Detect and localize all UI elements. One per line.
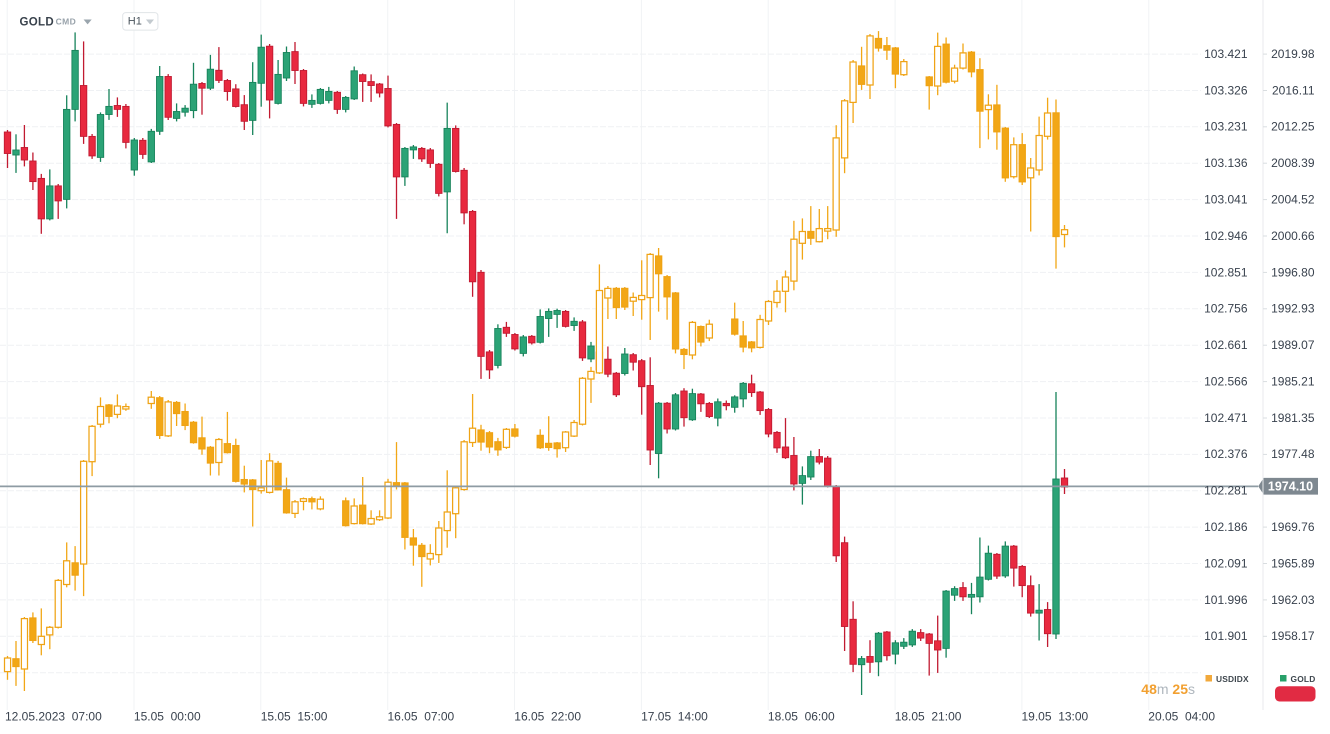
svg-text:1958.17: 1958.17 xyxy=(1271,629,1315,643)
svg-text:1969.76: 1969.76 xyxy=(1271,520,1315,534)
svg-text:1992.93: 1992.93 xyxy=(1271,302,1315,316)
svg-text:101.996: 101.996 xyxy=(1204,593,1248,607)
svg-text:16.05 07:00: 16.05 07:00 xyxy=(388,709,455,723)
svg-text:18.05 21:00: 18.05 21:00 xyxy=(895,709,962,723)
svg-text:101.901: 101.901 xyxy=(1204,629,1248,643)
svg-text:2000.66: 2000.66 xyxy=(1271,229,1315,243)
svg-text:1962.03: 1962.03 xyxy=(1271,593,1315,607)
svg-text:18.05 06:00: 18.05 06:00 xyxy=(768,709,835,723)
svg-text:102.566: 102.566 xyxy=(1204,375,1248,389)
svg-text:103.041: 103.041 xyxy=(1204,193,1248,207)
svg-text:USDIDX: USDIDX xyxy=(1216,674,1249,684)
svg-text:103.136: 103.136 xyxy=(1204,156,1248,170)
svg-text:16.05 22:00: 16.05 22:00 xyxy=(514,709,581,723)
svg-text:1965.89: 1965.89 xyxy=(1271,556,1315,570)
svg-text:12.05.2023 07:00: 12.05.2023 07:00 xyxy=(5,709,102,723)
svg-text:103.231: 103.231 xyxy=(1204,120,1248,134)
svg-text:1981.35: 1981.35 xyxy=(1271,411,1315,425)
svg-text:17.05 14:00: 17.05 14:00 xyxy=(641,709,708,723)
svg-text:102.471: 102.471 xyxy=(1204,411,1248,425)
svg-text:102.186: 102.186 xyxy=(1204,520,1248,534)
svg-text:GOLD: GOLD xyxy=(1291,674,1316,684)
svg-text:102.661: 102.661 xyxy=(1204,338,1248,352)
svg-text:102.756: 102.756 xyxy=(1204,302,1248,316)
svg-text:H1: H1 xyxy=(128,16,142,28)
svg-text:1974.10: 1974.10 xyxy=(1268,480,1313,494)
svg-text:102.281: 102.281 xyxy=(1204,484,1248,498)
svg-text:1985.21: 1985.21 xyxy=(1271,375,1315,389)
svg-text:103.326: 103.326 xyxy=(1204,83,1248,97)
svg-text:2016.11: 2016.11 xyxy=(1272,83,1315,97)
svg-text:102.376: 102.376 xyxy=(1204,447,1248,461)
svg-text:19.05 13:00: 19.05 13:00 xyxy=(1022,709,1089,723)
svg-text:102.946: 102.946 xyxy=(1204,229,1248,243)
svg-text:15.05 00:00: 15.05 00:00 xyxy=(134,709,201,723)
svg-text:102.851: 102.851 xyxy=(1204,265,1248,279)
svg-text:103.421: 103.421 xyxy=(1204,47,1248,61)
svg-text:1977.48: 1977.48 xyxy=(1271,447,1315,461)
svg-text:2019.98: 2019.98 xyxy=(1271,47,1315,61)
svg-text:102.091: 102.091 xyxy=(1204,556,1248,570)
svg-text:2004.52: 2004.52 xyxy=(1271,193,1315,207)
svg-text:CMD: CMD xyxy=(56,17,77,27)
svg-text:1996.80: 1996.80 xyxy=(1271,265,1315,279)
svg-text:20.05 04:00: 20.05 04:00 xyxy=(1148,709,1215,723)
svg-text:15.05 15:00: 15.05 15:00 xyxy=(261,709,328,723)
svg-text:2012.25: 2012.25 xyxy=(1271,120,1315,134)
svg-text:48m 25s: 48m 25s xyxy=(1141,681,1195,697)
svg-text:GOLD: GOLD xyxy=(20,17,54,29)
svg-text:1989.07: 1989.07 xyxy=(1271,338,1315,352)
svg-text:2008.39: 2008.39 xyxy=(1271,156,1315,170)
